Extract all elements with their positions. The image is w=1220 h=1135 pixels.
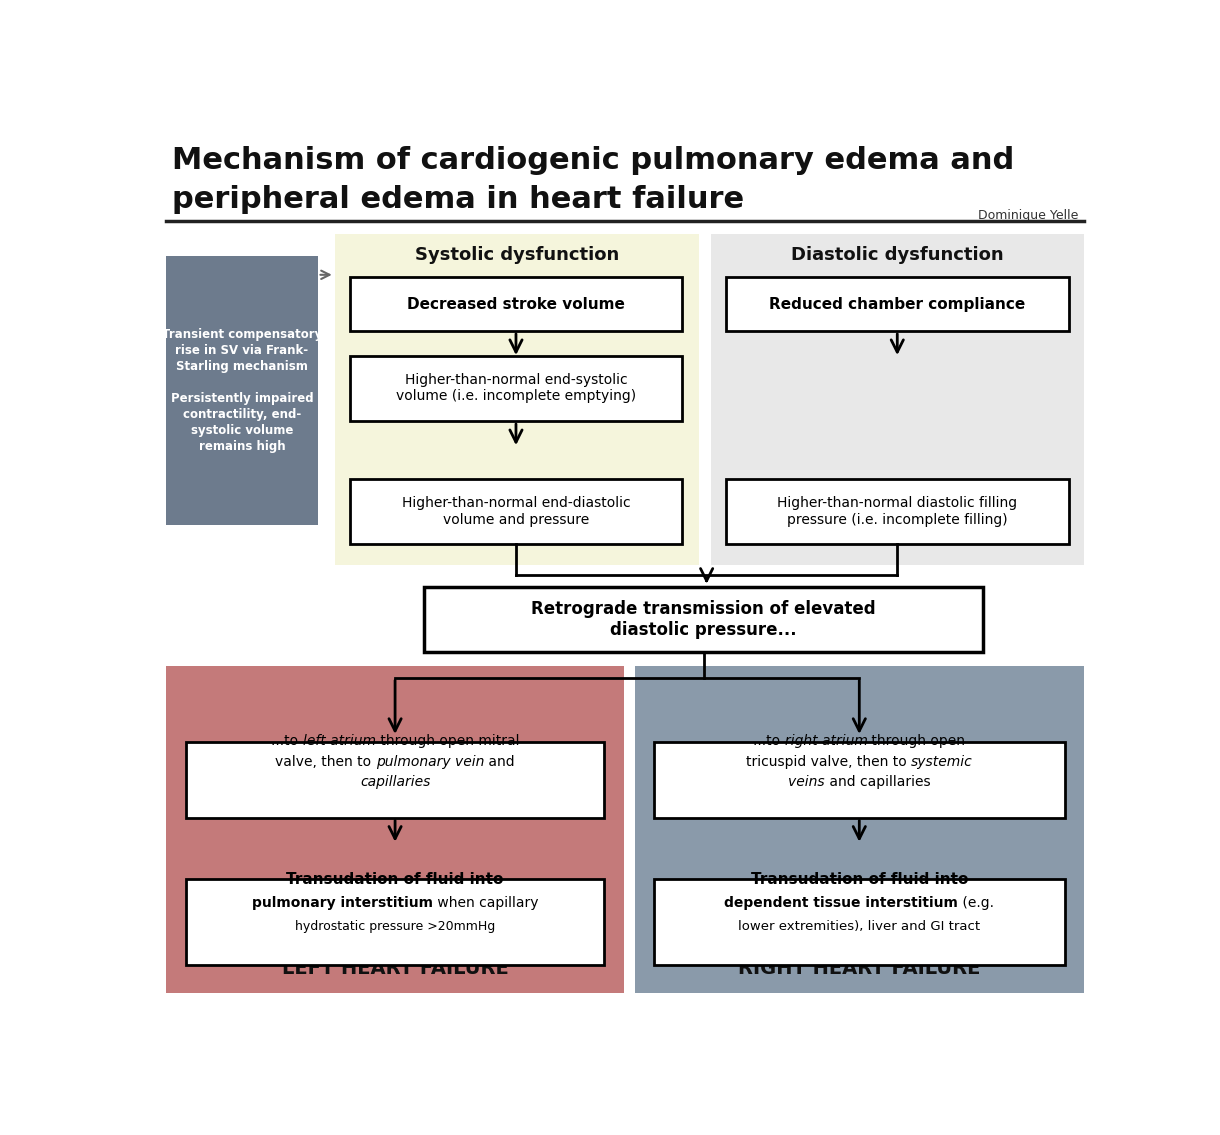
FancyBboxPatch shape: [185, 742, 604, 817]
Text: (e.g.: (e.g.: [958, 896, 994, 910]
FancyBboxPatch shape: [350, 479, 682, 545]
FancyBboxPatch shape: [726, 479, 1069, 545]
Text: Reduced chamber compliance: Reduced chamber compliance: [769, 296, 1025, 312]
FancyBboxPatch shape: [166, 255, 317, 526]
Text: and capillaries: and capillaries: [825, 775, 931, 789]
Text: capillaries: capillaries: [360, 775, 431, 789]
FancyBboxPatch shape: [423, 587, 983, 653]
FancyBboxPatch shape: [334, 234, 699, 565]
Text: systemic: systemic: [911, 755, 972, 768]
FancyBboxPatch shape: [726, 277, 1069, 331]
Text: Higher-than-normal diastolic filling
pressure (i.e. incomplete filling): Higher-than-normal diastolic filling pre…: [777, 496, 1017, 527]
Text: ...to: ...to: [753, 734, 784, 748]
Text: Transient compensatory
rise in SV via Frank-
Starling mechanism

Persistently im: Transient compensatory rise in SV via Fr…: [162, 328, 322, 453]
Text: Higher-than-normal end-diastolic
volume and pressure: Higher-than-normal end-diastolic volume …: [401, 496, 631, 527]
Text: peripheral edema in heart failure: peripheral edema in heart failure: [172, 185, 744, 213]
Text: and: and: [484, 755, 515, 768]
Text: Higher-than-normal end-systolic
volume (i.e. incomplete emptying): Higher-than-normal end-systolic volume (…: [396, 373, 636, 403]
Text: Transudation of fluid into: Transudation of fluid into: [287, 872, 504, 886]
Text: veins: veins: [788, 775, 825, 789]
FancyBboxPatch shape: [350, 355, 682, 421]
Text: LEFT HEART FAILURE: LEFT HEART FAILURE: [282, 959, 509, 978]
FancyBboxPatch shape: [185, 880, 604, 966]
Text: right atrium: right atrium: [784, 734, 867, 748]
Text: lower extremities), liver and GI tract: lower extremities), liver and GI tract: [738, 920, 981, 933]
FancyBboxPatch shape: [166, 666, 623, 993]
FancyBboxPatch shape: [634, 666, 1085, 993]
Text: Retrograde transmission of elevated
diastolic pressure...: Retrograde transmission of elevated dias…: [531, 600, 876, 639]
FancyBboxPatch shape: [654, 742, 1065, 817]
Text: Diastolic dysfunction: Diastolic dysfunction: [791, 245, 1004, 263]
Text: tricuspid valve, then to: tricuspid valve, then to: [745, 755, 911, 768]
FancyBboxPatch shape: [350, 277, 682, 331]
FancyBboxPatch shape: [710, 234, 1085, 565]
Text: Transudation of fluid into: Transudation of fluid into: [750, 872, 967, 886]
Text: left atrium: left atrium: [303, 734, 376, 748]
Text: Systolic dysfunction: Systolic dysfunction: [415, 245, 619, 263]
Text: through open mitral: through open mitral: [376, 734, 518, 748]
FancyBboxPatch shape: [654, 880, 1065, 966]
Text: pulmonary interstitium: pulmonary interstitium: [251, 896, 433, 910]
Text: through open: through open: [867, 734, 965, 748]
Text: Mechanism of cardiogenic pulmonary edema and: Mechanism of cardiogenic pulmonary edema…: [172, 146, 1014, 175]
Text: ...to: ...to: [271, 734, 303, 748]
Text: valve, then to: valve, then to: [276, 755, 376, 768]
Text: Decreased stroke volume: Decreased stroke volume: [407, 296, 625, 312]
Text: pulmonary vein: pulmonary vein: [376, 755, 484, 768]
Text: dependent tissue interstitium: dependent tissue interstitium: [725, 896, 958, 910]
Text: RIGHT HEART FAILURE: RIGHT HEART FAILURE: [738, 959, 981, 978]
Text: when capillary: when capillary: [433, 896, 538, 910]
Text: hydrostatic pressure >20mmHg: hydrostatic pressure >20mmHg: [295, 920, 495, 933]
Text: Dominique Yelle: Dominique Yelle: [978, 209, 1078, 222]
